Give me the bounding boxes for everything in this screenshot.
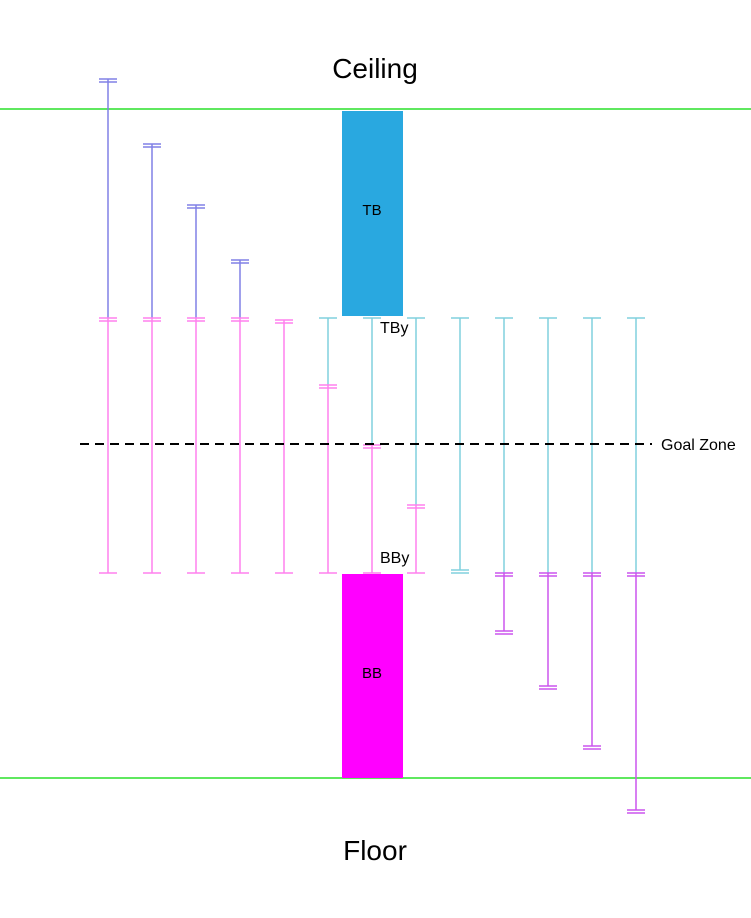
bottom-block xyxy=(342,574,403,778)
bottom-block-y-label: BBy xyxy=(380,550,409,567)
top-block-label: TB xyxy=(362,202,381,219)
floor-label: Floor xyxy=(343,835,407,866)
goal-zone-label: Goal Zone xyxy=(661,437,736,454)
top-block-y-label: TBy xyxy=(380,320,408,337)
ceiling-label: Ceiling xyxy=(332,53,418,84)
range-bars xyxy=(99,78,645,814)
bottom-block-label: BB xyxy=(362,665,382,682)
top-block xyxy=(342,111,403,316)
